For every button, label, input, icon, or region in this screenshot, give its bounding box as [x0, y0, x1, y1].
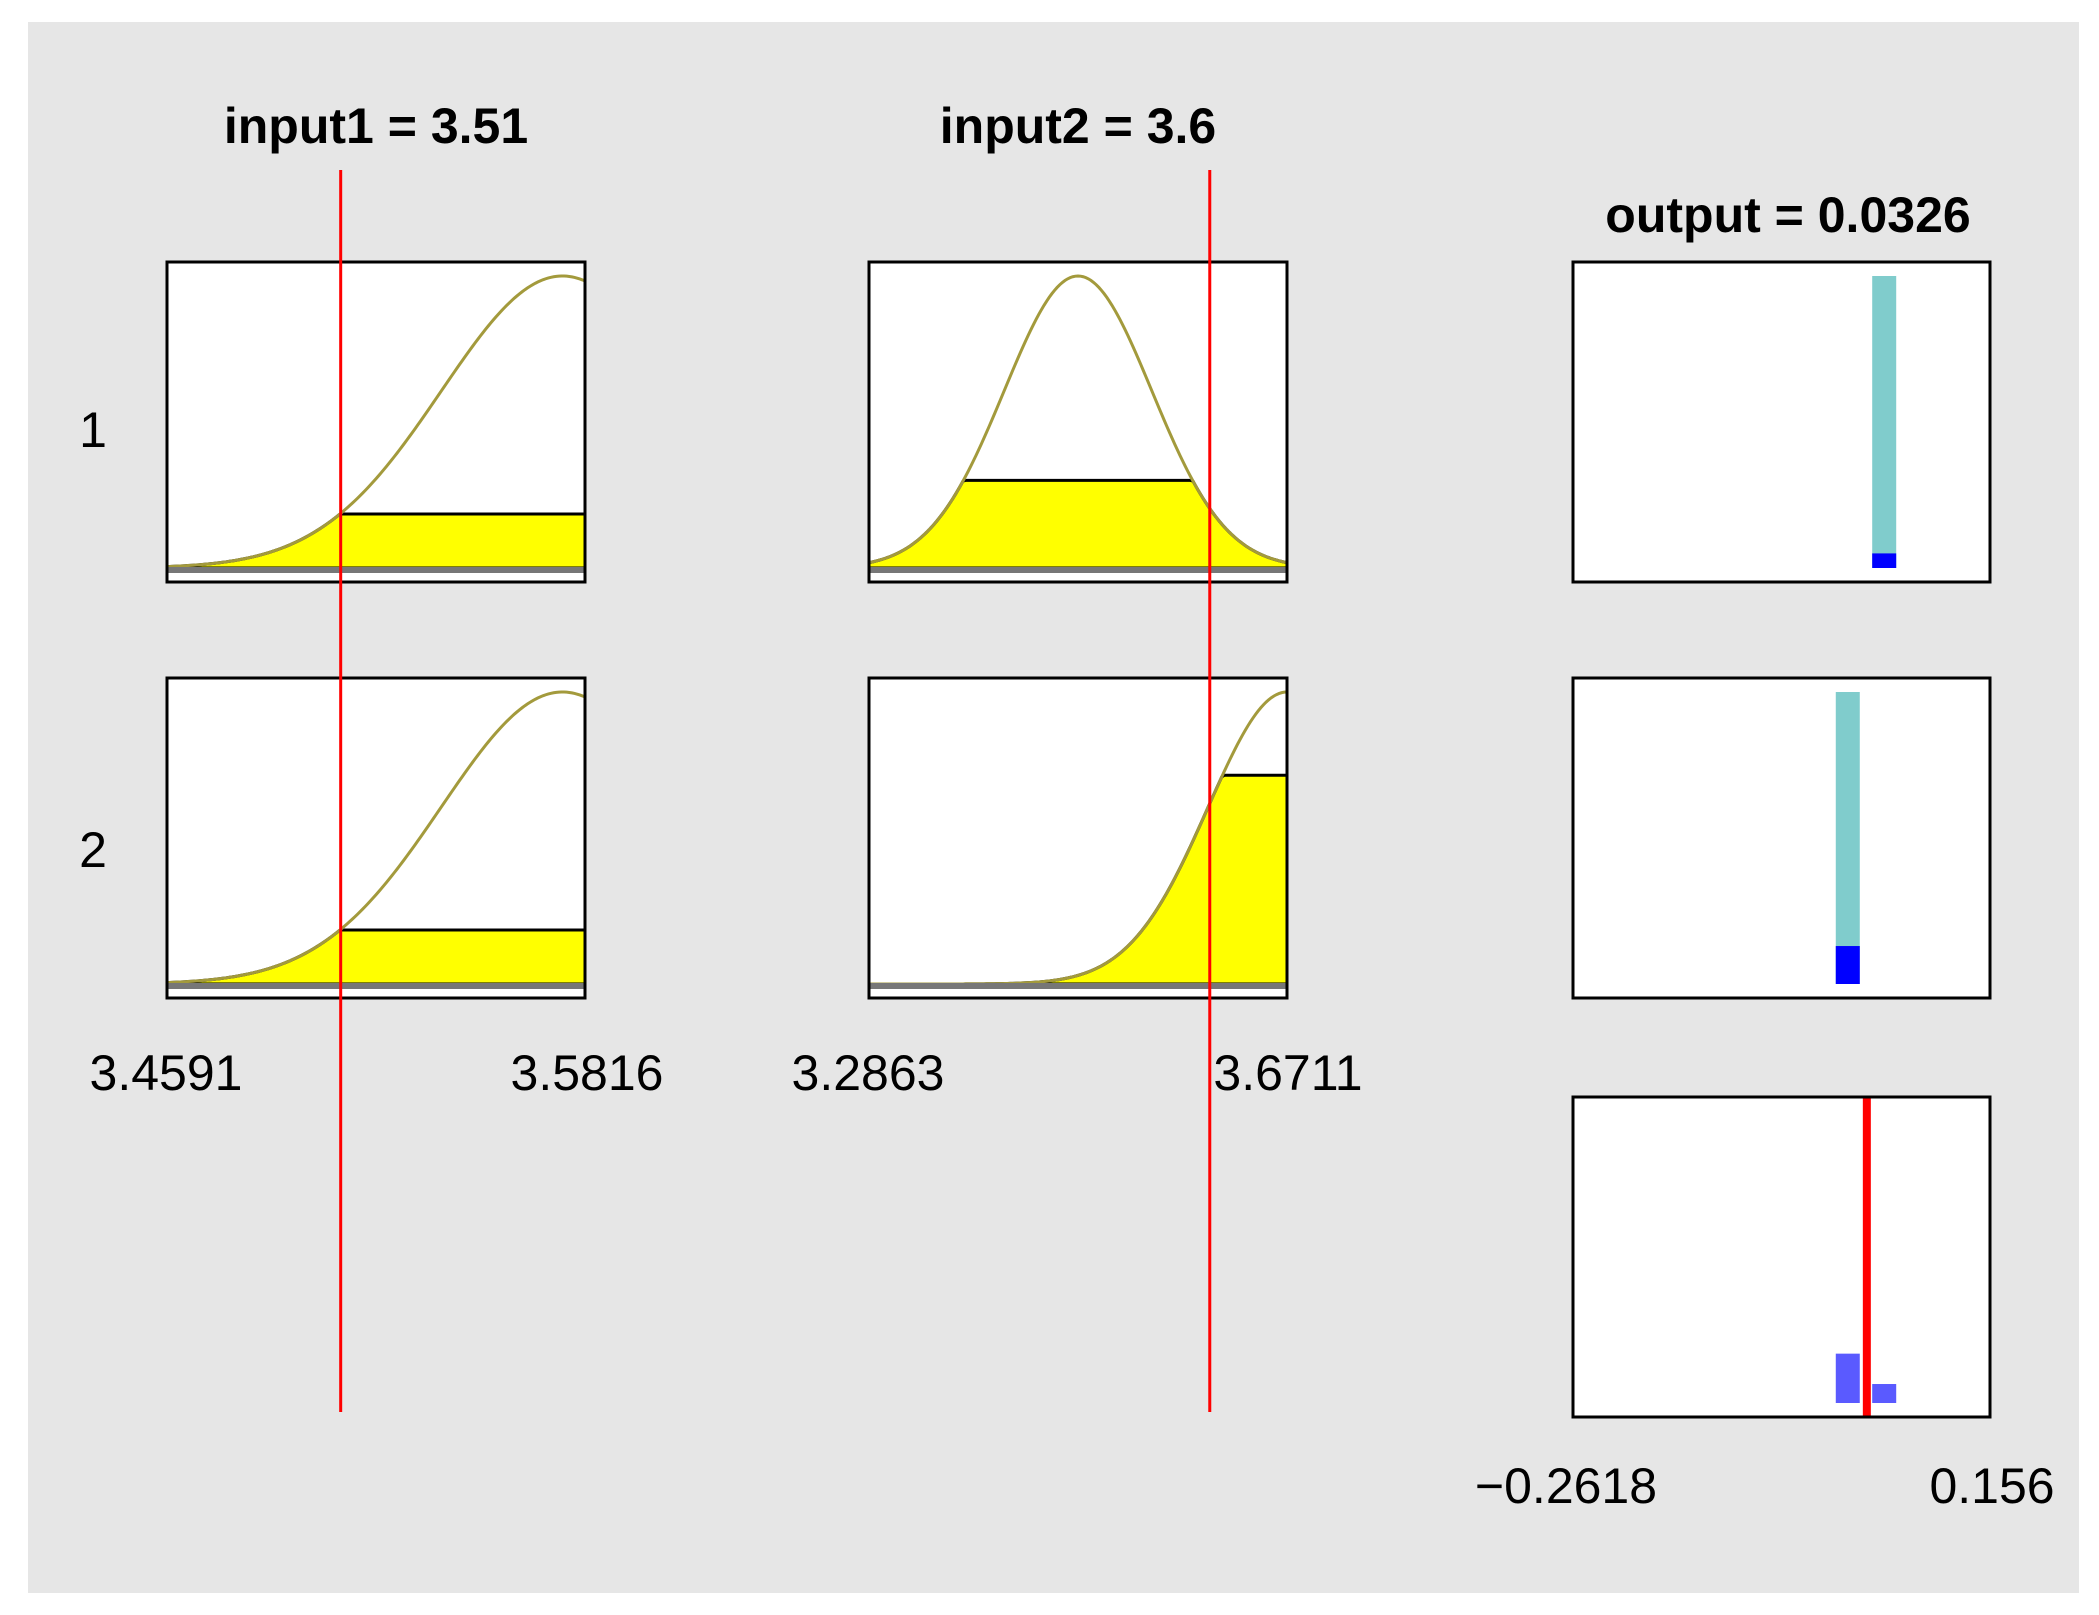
input1-rule1-frame — [165, 260, 587, 584]
output-range-min: −0.2618 — [1475, 1458, 1657, 1514]
aggregate-bar-1 — [1872, 1384, 1897, 1403]
rule-1-label: 1 — [79, 402, 107, 458]
output-rule2-frame — [1571, 676, 1992, 1000]
output-range-max: 0.156 — [1929, 1458, 2054, 1514]
input1-range-max: 3.5816 — [511, 1045, 664, 1101]
input1-title: input1 = 3.51 — [224, 98, 528, 154]
output-rule1-panel — [1573, 262, 1990, 582]
input2-rule1-frame — [867, 260, 1289, 584]
rule-2-label: 2 — [79, 822, 107, 878]
input1-rule2-frame — [165, 676, 587, 1000]
input2-rule1-membership-curve — [868, 274, 1288, 565]
input-index-lines — [339, 170, 1212, 1412]
input2-range-min: 3.2863 — [792, 1045, 945, 1101]
output-rule2-singleton — [1835, 692, 1860, 984]
aggregate-frame — [1571, 1095, 1992, 1419]
rule-panels — [165, 260, 1992, 1419]
input1-range-min: 3.4591 — [90, 1045, 243, 1101]
output-rule1-singleton — [1872, 276, 1897, 568]
aggregate-panel — [1573, 1097, 1990, 1417]
input1-rule2-membership-curve — [166, 690, 586, 985]
output-rule1-frame — [1571, 260, 1992, 584]
input2-rule2-frame — [867, 676, 1289, 1000]
aggregate-bar-2 — [1835, 1353, 1860, 1403]
output-rule2-panel — [1573, 678, 1990, 998]
output-rule2-activation-fill — [1835, 946, 1860, 984]
input2-range-max: 3.6711 — [1213, 1045, 1362, 1101]
input2-title: input2 = 3.6 — [940, 98, 1216, 154]
output-rule1-activation-fill — [1872, 553, 1897, 568]
output-title: output = 0.0326 — [1605, 187, 1970, 243]
input1-rule1-membership-curve — [166, 274, 586, 569]
